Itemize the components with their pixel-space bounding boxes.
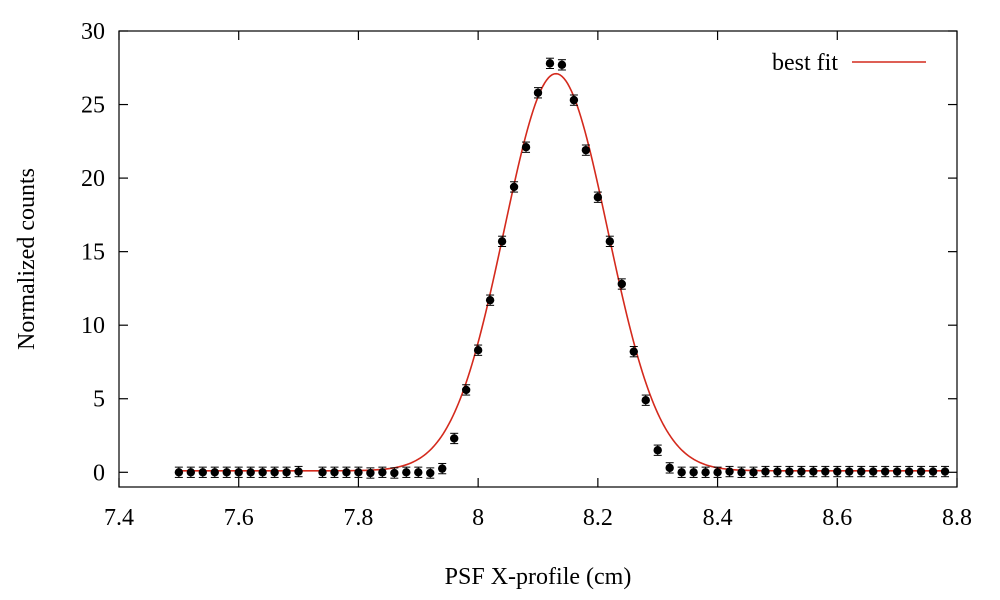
x-axis-title: PSF X-profile (cm) <box>445 564 632 590</box>
data-point <box>593 193 603 202</box>
data-point <box>737 468 746 477</box>
x-tick-label: 8.8 <box>942 505 972 531</box>
y-tick-label: 5 <box>93 387 105 413</box>
data-point <box>916 467 926 476</box>
axis-tick-labels: 7.4 7.6 7.8 8 8.2 8.4 8.6 8.8 0 5 10 15 20 25 30 <box>81 19 972 531</box>
data-point <box>653 446 662 455</box>
x-tick-label: 8 <box>472 505 484 531</box>
data-point <box>354 468 363 477</box>
y-tick-label: 30 <box>81 19 105 45</box>
data-point <box>426 468 435 478</box>
data-point <box>940 467 950 476</box>
data-point <box>330 468 339 477</box>
x-tick-label: 7.8 <box>343 505 373 531</box>
data-point <box>677 468 686 477</box>
data-point <box>234 468 243 477</box>
data-point <box>186 468 196 477</box>
data-point <box>773 467 782 476</box>
data-point <box>270 468 279 477</box>
data-point <box>438 464 447 473</box>
data-point <box>533 88 543 97</box>
y-tick-label: 0 <box>93 460 105 486</box>
data-point <box>701 468 710 477</box>
data-point <box>641 396 650 405</box>
data-point <box>797 467 806 476</box>
data-point <box>450 434 459 443</box>
data-point <box>414 468 423 477</box>
data-point <box>258 468 267 477</box>
data-point <box>821 467 830 476</box>
data-point <box>497 237 507 246</box>
data-point <box>904 467 914 476</box>
x-tick-label: 7.6 <box>224 505 254 531</box>
data-point <box>342 468 351 477</box>
legend-label-best-fit: best fit <box>772 50 838 76</box>
data-point <box>689 468 698 477</box>
data-point <box>857 467 866 476</box>
y-tick-label: 20 <box>81 166 105 192</box>
x-tick-label: 8.6 <box>822 505 852 531</box>
fit-layer <box>178 72 946 472</box>
data-point <box>473 346 483 355</box>
data-point <box>629 347 638 356</box>
axis-ticks <box>118 30 958 487</box>
data-point <box>569 95 579 105</box>
y-tick-label: 15 <box>81 240 105 266</box>
data-point <box>749 468 758 477</box>
data-point <box>581 145 591 155</box>
data-points <box>174 57 950 479</box>
x-tick-label: 8.2 <box>583 505 613 531</box>
data-point <box>809 467 818 476</box>
data-point <box>378 468 387 477</box>
plot-frame <box>118 30 958 488</box>
data-point <box>198 468 207 477</box>
x-tick-label: 8.4 <box>703 505 733 531</box>
legend: best fit <box>772 50 926 76</box>
data-point <box>605 237 615 246</box>
data-point <box>509 182 519 192</box>
data-point <box>880 467 890 476</box>
best-fit-curve <box>178 72 946 472</box>
data-point <box>665 463 674 473</box>
y-tick-label: 25 <box>81 93 105 119</box>
data-point <box>617 279 626 289</box>
data-point <box>282 468 291 477</box>
y-axis-title: Normalized counts <box>14 168 40 350</box>
data-point <box>318 468 327 477</box>
data-point <box>833 467 842 476</box>
data-point <box>928 467 938 476</box>
data-point <box>402 468 411 477</box>
data-point <box>845 467 854 476</box>
data-point <box>294 467 303 476</box>
data-point <box>390 468 399 478</box>
data-point <box>461 385 471 395</box>
data-point <box>521 143 531 152</box>
y-tick-label: 10 <box>81 313 105 339</box>
data-point <box>892 467 902 476</box>
data-point <box>557 60 567 70</box>
data-point <box>869 467 878 476</box>
data-point <box>761 467 770 476</box>
data-point <box>210 468 219 477</box>
data-point <box>545 59 555 68</box>
data-point <box>485 295 495 305</box>
data-point <box>725 467 734 476</box>
data-point <box>713 468 722 477</box>
data-point <box>222 468 231 477</box>
data-point <box>785 467 794 476</box>
x-tick-label: 7.4 <box>104 505 134 531</box>
data-point <box>246 468 255 477</box>
data-point <box>174 468 184 477</box>
data-point <box>366 468 375 478</box>
